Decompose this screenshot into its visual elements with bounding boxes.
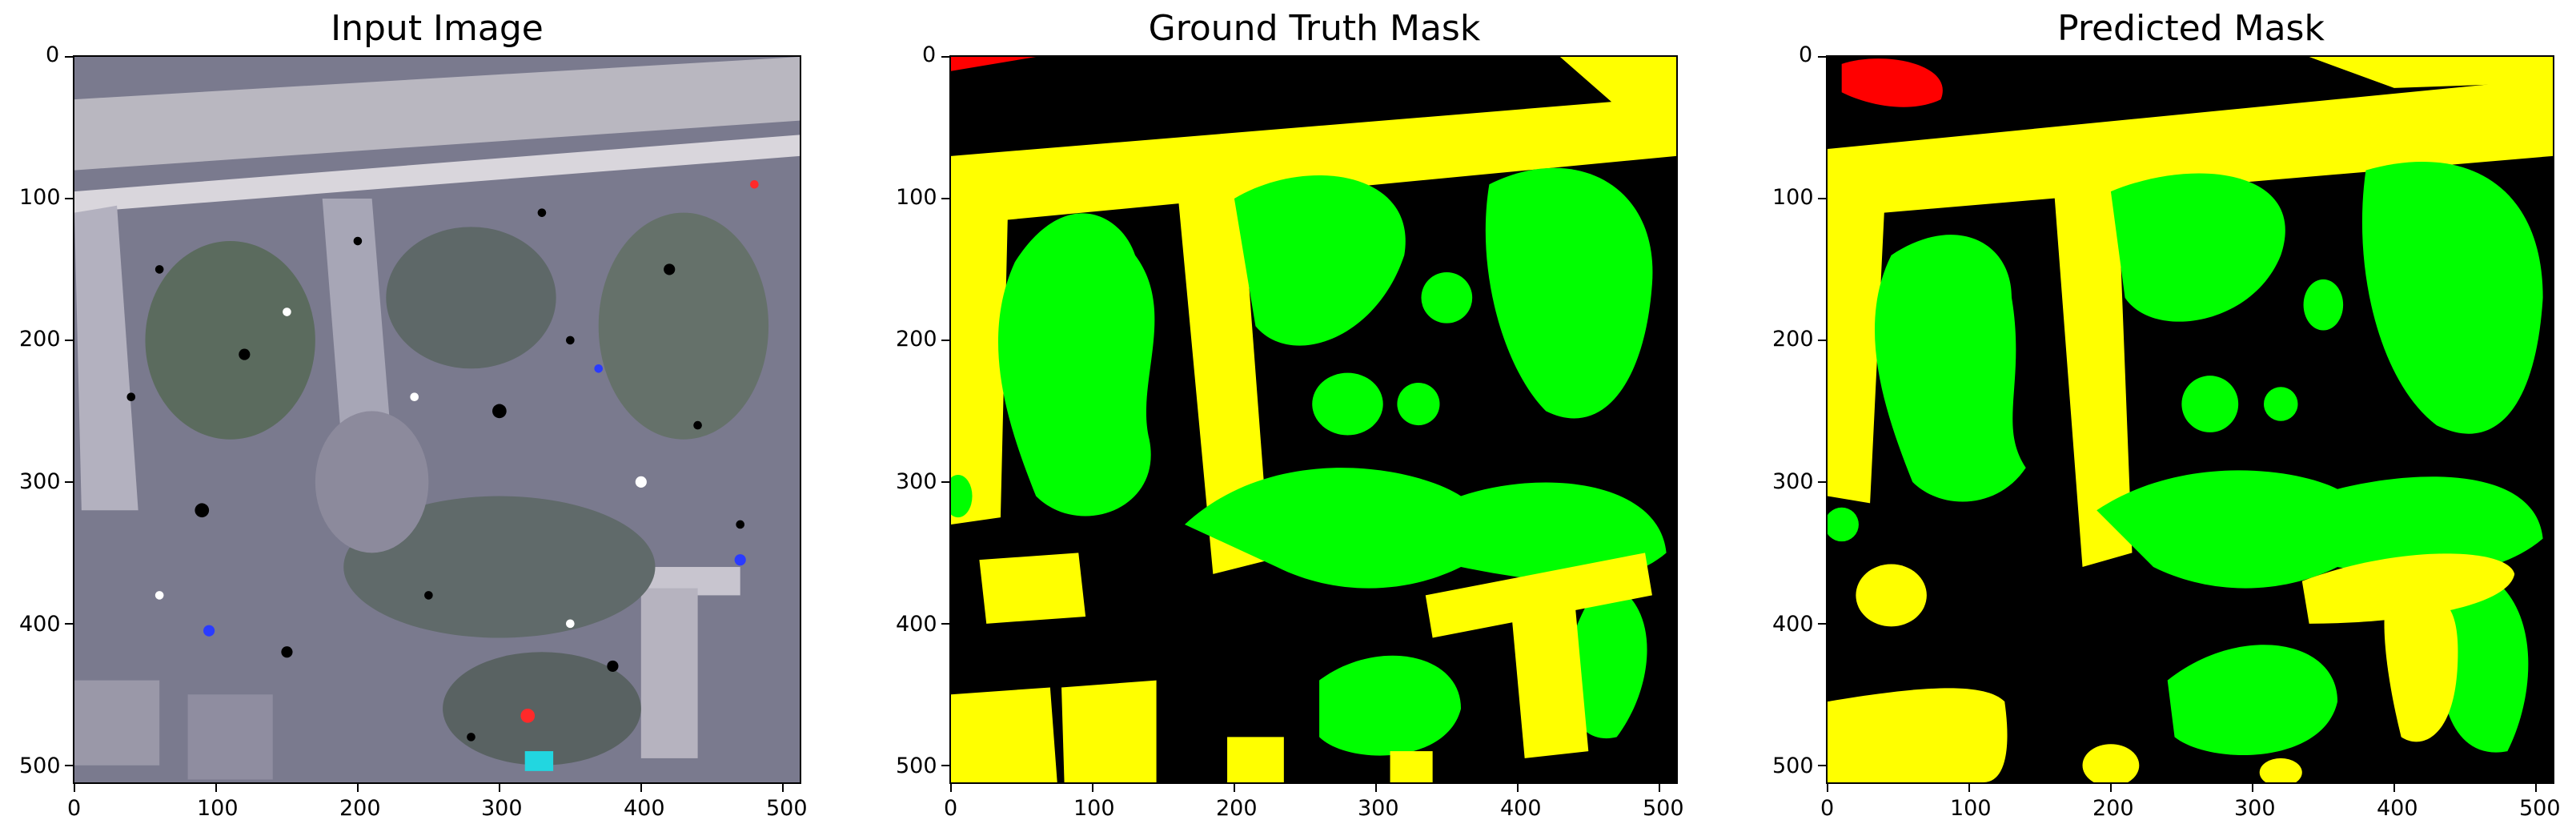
x-tick-mark <box>215 784 217 792</box>
y-tick-mark <box>1818 622 1826 625</box>
ground-truth-mask <box>949 55 1678 784</box>
y-tick-label: 200 <box>1772 327 1814 352</box>
y-tick-label: 400 <box>896 612 937 637</box>
x-tick-mark <box>1233 784 1235 792</box>
y-tick-mark <box>65 56 73 58</box>
y-tick-label: 0 <box>1799 42 1813 67</box>
x-tick-label: 500 <box>2519 796 2561 821</box>
y-tick-label: 100 <box>19 185 61 210</box>
y-tick-mark <box>941 197 949 199</box>
y-tick-mark <box>1818 56 1826 58</box>
y-tick-mark <box>941 480 949 483</box>
panel-title-ground-truth: Ground Truth Mask <box>1148 8 1481 49</box>
panel-predicted: Predicted Mask 0 100 200 300 <box>1753 0 2576 840</box>
x-tick-mark <box>1516 784 1519 792</box>
y-tick-label: 200 <box>19 327 61 352</box>
x-tick-mark <box>1658 784 1660 792</box>
y-tick-mark <box>1818 764 1826 766</box>
y-tick-label: 500 <box>19 754 61 778</box>
x-tick-mark <box>1374 784 1377 792</box>
y-tick-mark <box>941 764 949 766</box>
input-image <box>73 55 801 784</box>
x-tick-label: 400 <box>2377 796 2418 821</box>
panel-title-predicted: Predicted Mask <box>2057 8 2325 49</box>
y-tick-mark <box>65 764 73 766</box>
x-tick-label: 500 <box>766 796 808 821</box>
y-tick-label: 0 <box>922 42 937 67</box>
x-tick-label: 400 <box>624 796 665 821</box>
y-tick-mark <box>65 622 73 625</box>
y-tick-mark <box>1818 480 1826 483</box>
x-tick-label: 300 <box>2234 796 2276 821</box>
panel-ground-truth: Ground Truth Mask <box>877 0 1709 840</box>
panel-input-image: Input Image <box>0 0 833 840</box>
x-tick-label: 400 <box>1500 796 1542 821</box>
x-tick-label: 0 <box>1820 796 1835 821</box>
x-tick-mark <box>781 784 784 792</box>
x-tick-mark <box>74 784 75 792</box>
y-tick-mark <box>65 480 73 483</box>
y-tick-mark <box>941 56 949 58</box>
x-tick-mark <box>1091 784 1093 792</box>
y-tick-mark <box>941 622 949 625</box>
x-tick-label: 0 <box>67 796 82 821</box>
x-tick-label: 100 <box>1950 796 1992 821</box>
y-tick-label: 500 <box>1772 754 1814 778</box>
predicted-mask <box>1826 55 2554 784</box>
x-tick-mark <box>2109 784 2112 792</box>
x-tick-label: 200 <box>1216 796 1258 821</box>
x-tick-mark <box>640 784 642 792</box>
y-tick-label: 300 <box>1772 469 1814 494</box>
x-tick-mark <box>1827 784 1828 792</box>
y-tick-label: 100 <box>1772 185 1814 210</box>
y-tick-mark <box>941 339 949 341</box>
y-tick-label: 300 <box>19 469 61 494</box>
y-tick-label: 200 <box>896 327 937 352</box>
x-tick-label: 200 <box>2092 796 2134 821</box>
x-tick-label: 300 <box>1358 796 1399 821</box>
y-tick-label: 500 <box>896 754 937 778</box>
panel-title-input: Input Image <box>331 8 544 49</box>
y-tick-label: 400 <box>19 612 61 637</box>
y-tick-mark <box>1818 339 1826 341</box>
x-tick-label: 200 <box>339 796 381 821</box>
y-tick-label: 400 <box>1772 612 1814 637</box>
y-tick-mark <box>65 339 73 341</box>
x-tick-label: 100 <box>1073 796 1115 821</box>
x-tick-mark <box>2251 784 2253 792</box>
x-tick-label: 0 <box>944 796 958 821</box>
y-tick-label: 0 <box>46 42 60 67</box>
x-tick-label: 500 <box>1643 796 1684 821</box>
x-tick-mark <box>950 784 952 792</box>
x-tick-mark <box>2534 784 2537 792</box>
y-tick-label: 300 <box>896 469 937 494</box>
y-tick-mark <box>65 197 73 199</box>
y-tick-mark <box>1818 197 1826 199</box>
x-tick-label: 300 <box>481 796 523 821</box>
x-tick-mark <box>1968 784 1970 792</box>
x-tick-mark <box>498 784 500 792</box>
x-tick-mark <box>356 784 359 792</box>
y-tick-label: 100 <box>896 185 937 210</box>
x-tick-mark <box>2393 784 2395 792</box>
x-tick-label: 100 <box>197 796 239 821</box>
